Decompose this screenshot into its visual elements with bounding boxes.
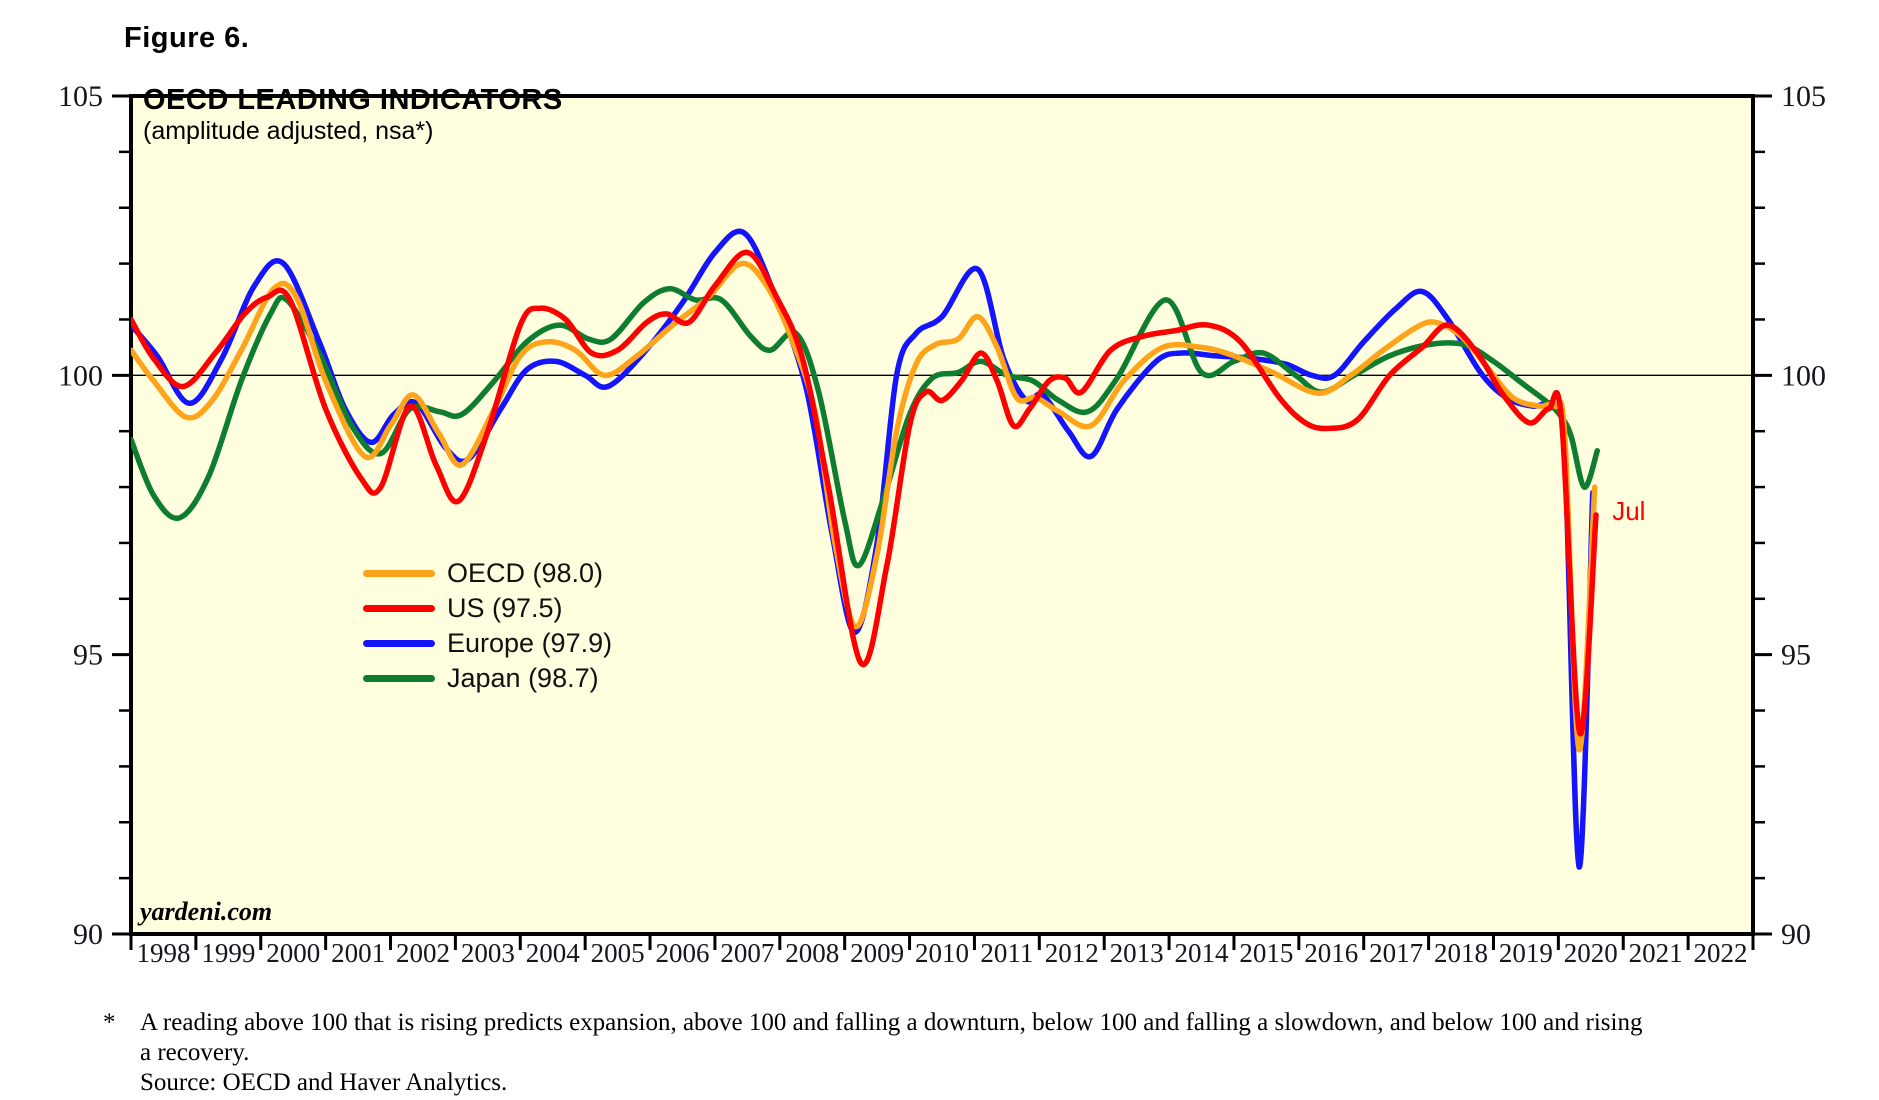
legend-label: Europe (97.9)	[447, 628, 613, 658]
x-axis-year-label: 2019	[1499, 938, 1553, 968]
y-axis-label-right: 95	[1781, 639, 1811, 672]
y-axis-label-left: 95	[73, 639, 103, 672]
legend-item-japan: Japan (98.7)	[363, 661, 612, 696]
chart-subtitle: (amplitude adjusted, nsa*)	[143, 117, 434, 145]
x-axis-year-label: 2008	[785, 938, 839, 968]
x-axis-year-label: 2021	[1629, 938, 1683, 968]
x-axis-year-label: 2015	[1239, 938, 1293, 968]
chart-title: OECD LEADING INDICATORS	[143, 84, 563, 116]
y-axis-label-right: 100	[1781, 359, 1826, 392]
plot-area	[129, 94, 1755, 936]
latest-month-annotation: Jul	[1612, 496, 1646, 527]
x-axis-year-label: 2006	[655, 938, 709, 968]
figure-label: Figure 6.	[124, 22, 250, 54]
series-lines	[131, 228, 1601, 870]
legend-label: US (97.5)	[447, 593, 563, 623]
x-axis-year-label: 2016	[1304, 938, 1358, 968]
x-axis-year-label: 2000	[266, 938, 320, 968]
x-axis-year-label: 1998	[136, 938, 190, 968]
x-axis-year-label: 2004	[526, 938, 581, 968]
footnote-line3: Source: OECD and Haver Analytics.	[140, 1069, 508, 1096]
footnote-marker: *	[103, 1009, 116, 1036]
x-axis: 1998 1999 2000 2001 2002 2003 2004 2005 2006 2007…	[129, 935, 1755, 968]
watermark: yardeni.com	[140, 897, 273, 926]
x-axis-year-label: 2001	[331, 938, 385, 968]
x-axis-year-label: 2011	[980, 938, 1033, 968]
x-axis-year-label: 2013	[1110, 938, 1164, 968]
x-axis-year-label: 2018	[1434, 938, 1488, 968]
legend-item-us: US (97.5)	[363, 591, 612, 626]
x-axis-year-label: 2022	[1694, 938, 1748, 968]
y-axis-label-right: 105	[1781, 80, 1826, 113]
x-axis-year-label: 2020	[1564, 938, 1618, 968]
x-axis-year-label: 1999	[201, 938, 255, 968]
y-axis-label-left: 100	[58, 359, 103, 392]
legend-label: OECD (98.0)	[447, 558, 604, 588]
series-line-oecd	[131, 260, 1598, 753]
legend-swatch	[363, 605, 435, 612]
legend: OECD (98.0) US (97.5) Europe (97.9) Japan (…	[363, 556, 612, 696]
footnote-line2: a recovery.	[140, 1039, 250, 1066]
x-axis-year-label: 2012	[1045, 938, 1099, 968]
footnote-line1: A reading above 100 that is rising predi…	[140, 1009, 1643, 1036]
legend-swatch	[363, 570, 435, 577]
legend-swatch	[363, 675, 435, 682]
x-axis-year-label: 2007	[720, 938, 774, 968]
legend-item-oecd: OECD (98.0)	[363, 556, 612, 591]
x-axis-year-label: 2009	[850, 938, 904, 968]
x-axis-year-label: 2003	[461, 938, 515, 968]
x-axis-year-label: 2005	[591, 938, 645, 968]
x-axis-year-label: 2002	[396, 938, 450, 968]
x-axis-year-label: 2017	[1369, 938, 1423, 968]
y-axis-label-left: 105	[58, 80, 103, 113]
legend-swatch	[363, 640, 435, 647]
y-axes: 90 90 95 95 100 100 105 105	[58, 80, 1826, 951]
legend-label: Japan (98.7)	[447, 663, 599, 693]
series-line-us	[131, 249, 1599, 737]
x-axis-year-label: 2014	[1175, 938, 1230, 968]
y-axis-label-left: 90	[73, 918, 103, 951]
legend-item-europe: Europe (97.9)	[363, 626, 612, 661]
y-axis-label-right: 90	[1781, 918, 1811, 951]
x-axis-year-label: 2010	[915, 938, 969, 968]
footnote: * A reading above 100 that is rising pre…	[103, 1008, 1803, 1098]
